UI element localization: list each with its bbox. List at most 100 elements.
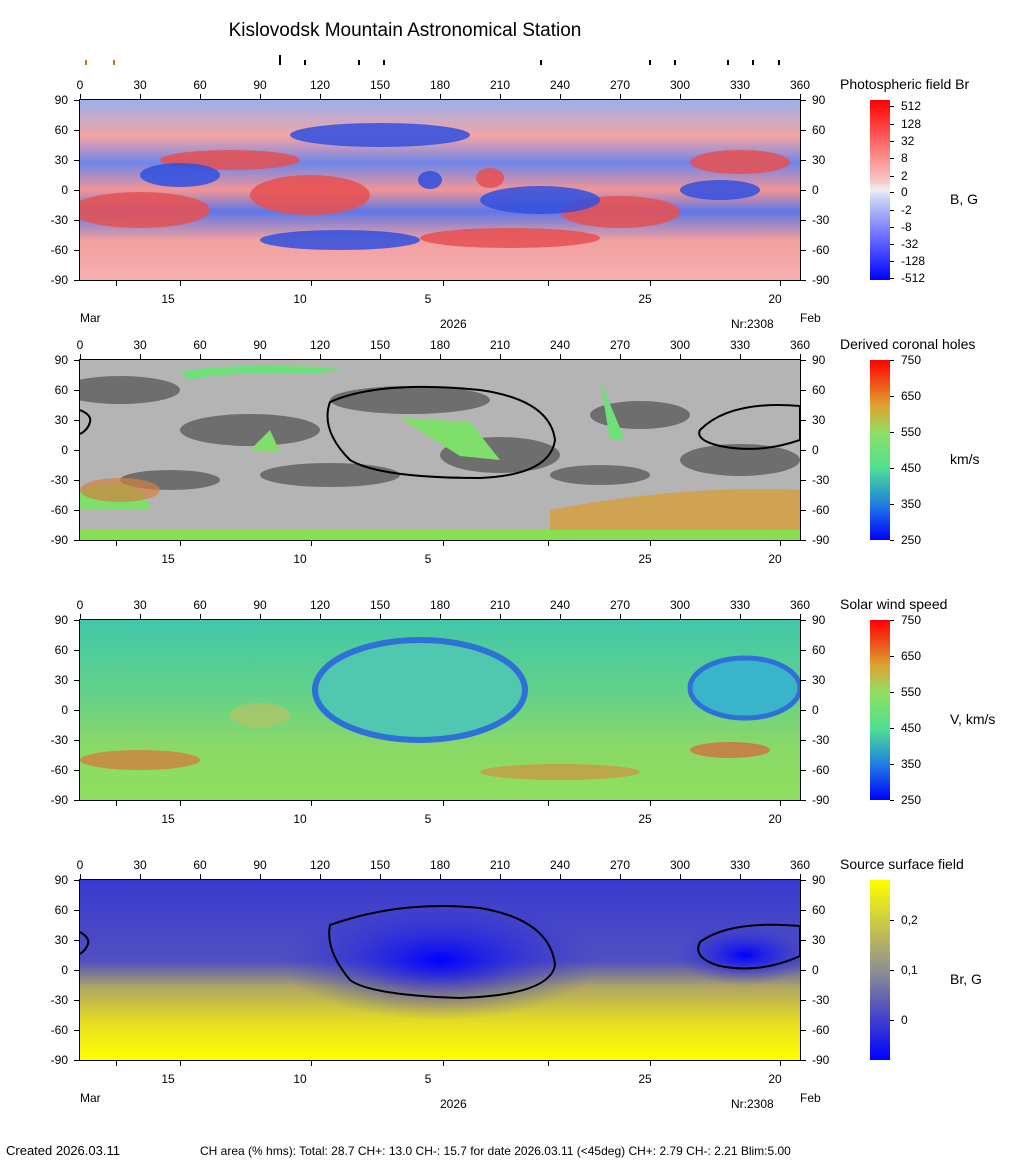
- date-tick: [780, 801, 781, 806]
- longitude-tick: [680, 874, 681, 879]
- date-tick-label: 15: [161, 812, 175, 826]
- latitude-tick: [74, 680, 79, 681]
- date-tick-label: 15: [161, 1072, 175, 1086]
- latitude-tick: [74, 880, 79, 881]
- colorbar-tick: [890, 432, 894, 433]
- longitude-tick: [620, 874, 621, 879]
- date-tick-label: 5: [424, 292, 432, 306]
- colorbar-tick-label: 0,2: [901, 913, 918, 927]
- solar-wind-colorbar: [870, 620, 890, 800]
- month-label-mar: Mar: [80, 311, 101, 325]
- longitude-tick-label: 270: [609, 858, 631, 872]
- colorbar-tick-label: 350: [901, 757, 922, 771]
- latitude-tick: [74, 420, 79, 421]
- latitude-tick-label: 30: [54, 413, 68, 427]
- colorbar-tick-label: 750: [901, 353, 922, 367]
- date-tick: [116, 801, 117, 806]
- latitude-tick: [801, 880, 806, 881]
- longitude-tick-label: 210: [489, 78, 511, 92]
- latitude-tick-label: -90: [50, 793, 68, 807]
- longitude-tick-label: 0: [76, 858, 84, 872]
- latitude-tick: [801, 100, 806, 101]
- longitude-tick: [620, 614, 621, 619]
- panel-title: Source surface field: [840, 856, 964, 872]
- panel-title: Solar wind speed: [840, 596, 948, 612]
- latitude-tick: [74, 1030, 79, 1031]
- colorbar-tick-label: 250: [901, 533, 922, 547]
- longitude-tick: [320, 94, 321, 99]
- latitude-tick-label: -90: [50, 1053, 68, 1067]
- latitude-tick: [801, 360, 806, 361]
- colorbar-tick: [890, 540, 894, 541]
- longitude-tick-label: 240: [549, 338, 571, 352]
- longitude-tick-label: 60: [193, 858, 207, 872]
- latitude-tick: [801, 220, 806, 221]
- colorbar-tick-label: 512: [901, 99, 922, 113]
- longitude-tick-label: 120: [309, 338, 331, 352]
- longitude-tick-label: 330: [729, 78, 751, 92]
- date-tick-label: 5: [424, 1072, 432, 1086]
- longitude-tick-label: 60: [193, 338, 207, 352]
- unit-label: B, G: [950, 191, 979, 207]
- latitude-tick-label: 60: [812, 123, 826, 137]
- year-label: 2026: [440, 1097, 467, 1111]
- latitude-tick: [74, 510, 79, 511]
- longitude-tick: [560, 614, 561, 619]
- unit-label: V, km/s: [950, 711, 996, 727]
- date-tick: [443, 281, 444, 286]
- date-tick: [650, 801, 651, 806]
- longitude-tick: [500, 94, 501, 99]
- colorbar-tick: [890, 468, 894, 469]
- longitude-tick-label: 150: [369, 598, 391, 612]
- latitude-tick: [801, 390, 806, 391]
- latitude-tick: [801, 160, 806, 161]
- latitude-tick-label: 0: [812, 703, 819, 717]
- latitude-tick: [801, 480, 806, 481]
- colorbar-tick-label: -8: [901, 220, 912, 234]
- colorbar-tick: [890, 764, 894, 765]
- date-tick-label: 25: [638, 1072, 652, 1086]
- date-tick: [311, 1061, 312, 1066]
- date-tick: [116, 281, 117, 286]
- colorbar-tick-label: 350: [901, 497, 922, 511]
- map-frame: [79, 619, 801, 801]
- colorbar-tick-label: -32: [901, 237, 919, 251]
- latitude-tick: [801, 770, 806, 771]
- longitude-tick-label: 150: [369, 78, 391, 92]
- latitude-tick-label: -30: [50, 213, 68, 227]
- colorbar-tick-label: 550: [901, 425, 922, 439]
- date-tick: [780, 541, 781, 546]
- longitude-tick-label: 0: [76, 78, 84, 92]
- date-tick-label: 10: [293, 552, 307, 566]
- latitude-tick-label: 60: [812, 383, 826, 397]
- longitude-tick: [440, 354, 441, 359]
- longitude-tick: [260, 94, 261, 99]
- photospheric-map: [80, 100, 800, 280]
- latitude-tick: [74, 160, 79, 161]
- latitude-tick-label: -30: [50, 993, 68, 1007]
- longitude-tick-label: 150: [369, 338, 391, 352]
- latitude-tick: [801, 910, 806, 911]
- longitude-tick: [140, 614, 141, 619]
- longitude-tick: [320, 614, 321, 619]
- latitude-tick: [801, 650, 806, 651]
- colorbar-tick: [890, 192, 894, 193]
- longitude-tick-label: 180: [429, 78, 451, 92]
- longitude-tick-label: 60: [193, 78, 207, 92]
- colorbar-tick: [890, 261, 894, 262]
- date-tick: [311, 801, 312, 806]
- latitude-tick-label: 90: [812, 353, 826, 367]
- latitude-tick: [74, 390, 79, 391]
- latitude-tick-label: 30: [812, 673, 826, 687]
- latitude-tick: [74, 740, 79, 741]
- longitude-tick: [740, 94, 741, 99]
- longitude-tick-label: 270: [609, 598, 631, 612]
- longitude-tick-label: 300: [669, 598, 691, 612]
- longitude-tick: [380, 354, 381, 359]
- latitude-tick: [801, 420, 806, 421]
- latitude-tick-label: 90: [812, 93, 826, 107]
- longitude-tick: [440, 874, 441, 879]
- longitude-tick: [680, 94, 681, 99]
- date-tick: [650, 281, 651, 286]
- latitude-tick-label: -60: [50, 1023, 68, 1037]
